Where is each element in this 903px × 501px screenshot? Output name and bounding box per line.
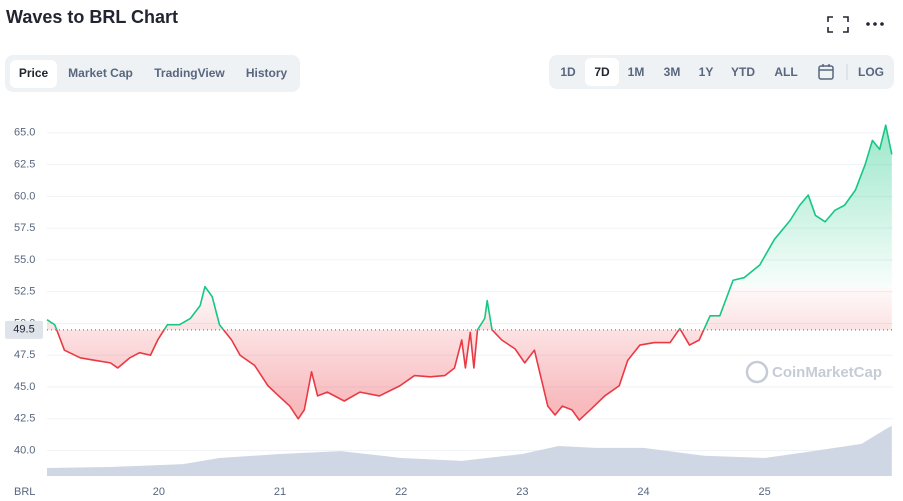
y-tick-label: 57.5: [14, 222, 35, 234]
range-button[interactable]: YTD: [731, 65, 755, 79]
active-tab-bg: [10, 60, 57, 88]
y-tick-label: 47.5: [14, 349, 35, 361]
range-button[interactable]: 1Y: [699, 65, 714, 79]
x-tick-label: 25: [758, 486, 770, 498]
x-tick-label: 20: [153, 486, 165, 498]
fullscreen-icon[interactable]: [827, 16, 849, 33]
watermark-logo: [745, 360, 769, 384]
log-button[interactable]: LOG: [858, 65, 884, 79]
tab-bar: [5, 55, 300, 92]
baseline-label-bg: [5, 320, 43, 339]
price-area: [47, 125, 892, 421]
tab[interactable]: Price: [19, 66, 49, 80]
watermark: CoinMarketCap: [772, 364, 882, 381]
x-tick-label: 23: [516, 486, 528, 498]
y-unit: BRL: [14, 486, 35, 498]
y-tick-label: 52.5: [14, 286, 35, 298]
y-tick-label: 62.5: [14, 158, 35, 170]
baseline-label: 49.5: [13, 324, 34, 336]
range-button[interactable]: 1M: [628, 65, 645, 79]
calendar-icon[interactable]: [818, 64, 834, 80]
x-tick-label: 22: [395, 486, 407, 498]
range-button[interactable]: 3M: [664, 65, 681, 79]
range-bar: [549, 55, 894, 89]
range-button[interactable]: ALL: [774, 65, 797, 79]
chart-title: Waves to BRL Chart: [6, 7, 178, 27]
plot: 40.042.545.047.550.052.555.057.560.062.5…: [5, 124, 893, 498]
x-tick-label: 24: [637, 486, 649, 498]
y-tick-label: 55.0: [14, 254, 35, 266]
active-range-bg: [585, 58, 619, 86]
y-tick-label: 42.5: [14, 413, 35, 425]
range-button[interactable]: 7D: [594, 65, 610, 79]
tab[interactable]: Market Cap: [68, 66, 133, 80]
tab[interactable]: TradingView: [154, 66, 225, 80]
x-tick-label: 21: [274, 486, 286, 498]
range-button[interactable]: 1D: [560, 65, 576, 79]
y-tick-label: 45.0: [14, 381, 35, 393]
y-tick-label: 60.0: [14, 190, 35, 202]
more-icon[interactable]: [866, 22, 884, 26]
price-line: [46, 124, 893, 421]
volume-area: [47, 425, 892, 476]
y-tick-label: 65.0: [14, 127, 35, 139]
y-tick-label: 40.0: [14, 444, 35, 456]
tab[interactable]: History: [246, 66, 288, 80]
